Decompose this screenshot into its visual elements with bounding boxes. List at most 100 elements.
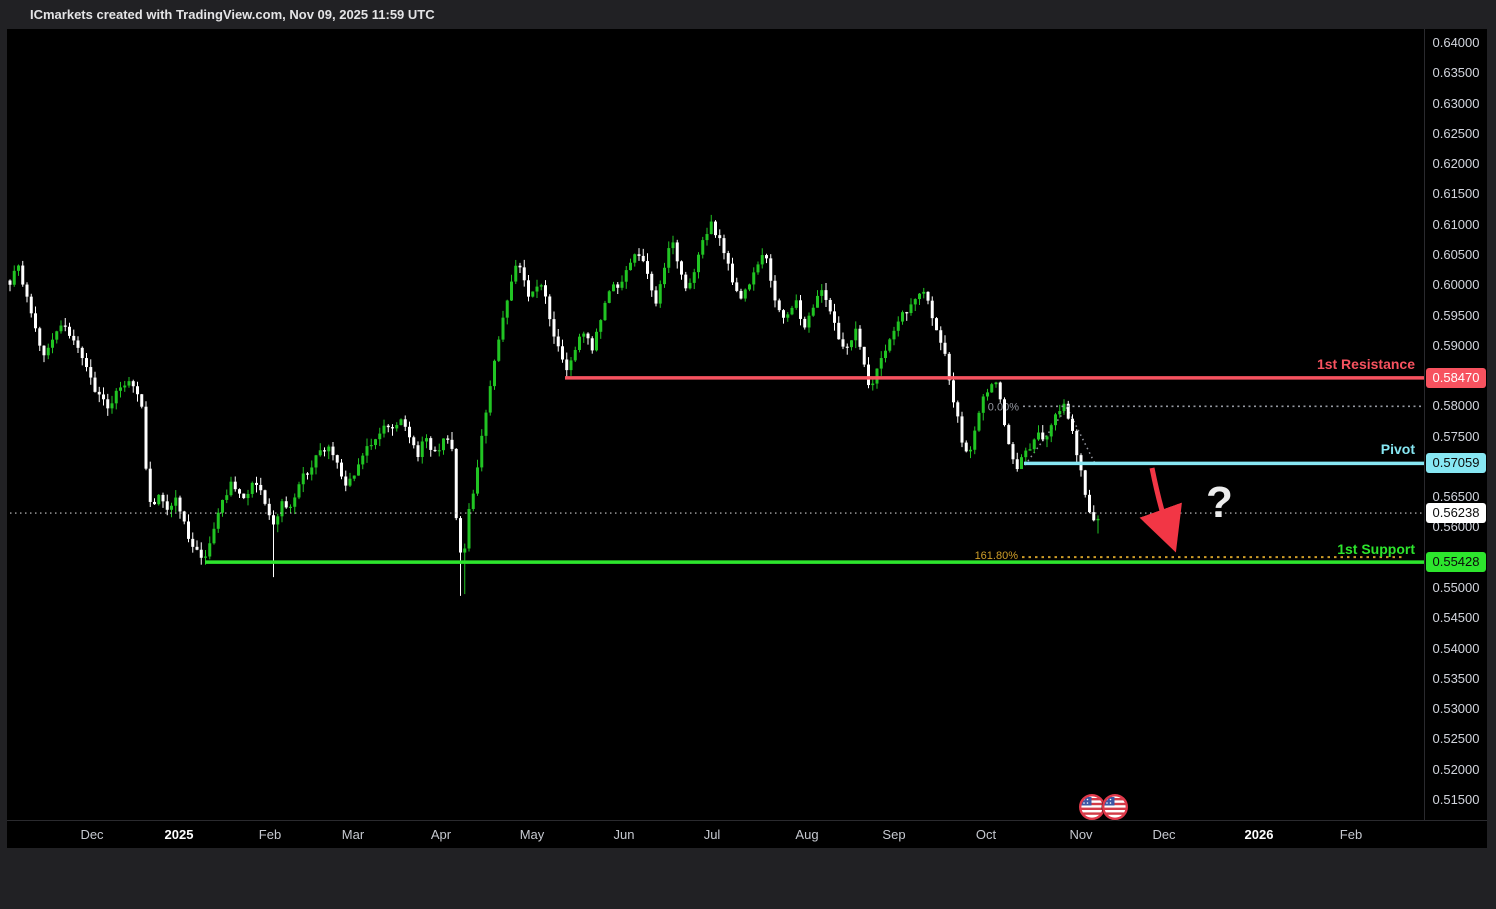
price-tick: 0.62000 [1432,156,1480,172]
month-label: Nov [1069,827,1093,842]
candle-down [561,346,564,360]
us-flag-icon[interactable] [1101,793,1129,821]
candle-up [692,272,696,283]
price-tick: 0.55000 [1432,580,1480,596]
candle-down [782,310,785,318]
pivot-price-tag[interactable]: 0.57059 [1426,453,1486,474]
candle-down [412,437,416,446]
candle-up [658,284,662,304]
candle-up [901,312,904,322]
candle-down [735,282,739,291]
candle-up [752,272,756,285]
candle-down [650,273,654,291]
header-bar: ICmarkets created with TradingView.com, … [0,0,1496,29]
candle-down [68,326,71,336]
candle-down [97,391,101,395]
down-arrow[interactable] [1139,467,1182,553]
candle-down [1083,470,1087,495]
candle-up [208,543,212,557]
candle-up [293,497,297,507]
us-flag-event-icons[interactable] [1078,793,1132,821]
candle-up [505,300,509,318]
candle-up [442,438,445,451]
price-tick: 0.51500 [1432,792,1480,807]
candle-up [756,264,760,273]
fib-connector-line[interactable] [1066,407,1097,467]
candle-down [306,473,309,475]
candle-down [263,490,267,504]
fib-connector-line[interactable] [1024,407,1068,466]
candle-down [739,290,743,299]
footer-bar: TradingView [0,848,1496,909]
candle-up [994,382,998,385]
candle-up [671,242,675,249]
candle-up [471,493,475,509]
candle-up [977,412,981,431]
support-label: 1st Support [1337,541,1415,558]
candle-down [833,311,836,323]
candle-down [998,382,1002,400]
candle-up [463,548,467,553]
candle-down [935,318,938,331]
candle-up [276,516,280,525]
candle-up [595,331,598,351]
candle-down [267,503,271,516]
candle-down [641,255,645,262]
candle-down [102,394,105,400]
price-tick: 0.59500 [1432,307,1480,323]
price-tick: 0.56500 [1432,489,1480,505]
candle-down [964,442,968,452]
candle-up [467,508,471,549]
last-price-tag: 0.56238 [1426,503,1486,524]
price-tick: 0.59000 [1432,337,1480,353]
candle-up [629,262,632,271]
candle-up [760,255,764,265]
time-axis[interactable]: Dec 2025 Feb Mar Apr May Jun Jul Aug Sep Oct Nov Dec… [0,820,1424,848]
candle-up [624,270,628,282]
candle-up [986,392,989,397]
price-axis[interactable]: 0.64000 0.63500 0.63000 0.62500 0.62000 0.615… [1424,29,1487,820]
price-tick: 0.54500 [1432,610,1480,626]
candle-down [25,284,29,297]
candle-down [140,394,144,407]
candle-up [289,506,292,508]
candle-down [769,258,773,281]
candle-up [573,349,577,361]
candle-up [539,285,543,287]
candle-down [522,267,526,281]
month-label: Jun [613,827,635,842]
candle-down [106,399,110,409]
candle-down [331,446,335,456]
candle-down [255,482,258,485]
candle-down [80,347,84,359]
candle-down [1007,425,1011,445]
month-label: Sep [882,827,906,842]
candle-down [586,333,590,339]
candle-up [280,501,284,517]
candle-down [131,381,135,387]
support-price-tag[interactable]: 0.55428 [1426,552,1486,573]
candle-down [323,450,326,452]
resistance-price-tag[interactable]: 0.58470 [1426,367,1486,388]
candle-down [433,449,437,452]
candle-down [340,462,343,477]
price-tick: 0.52000 [1432,761,1480,777]
candle-up [990,384,994,393]
candle-down [952,380,955,403]
question-mark-annotation[interactable]: ? [1206,478,1233,527]
candle-up [357,464,360,476]
candle-down [837,322,841,340]
us-flag-icon[interactable] [1078,793,1106,821]
candle-up [748,284,751,290]
candle-down [1075,430,1079,456]
candle-down [408,426,411,438]
candle-up [352,475,356,479]
candle-down [85,358,88,368]
candle-up [850,340,853,348]
month-label: Mar [341,827,365,842]
candle-up [1096,518,1100,521]
price-tick: 0.54000 [1432,640,1480,656]
candle-up [888,339,892,351]
candle-down [956,402,960,417]
